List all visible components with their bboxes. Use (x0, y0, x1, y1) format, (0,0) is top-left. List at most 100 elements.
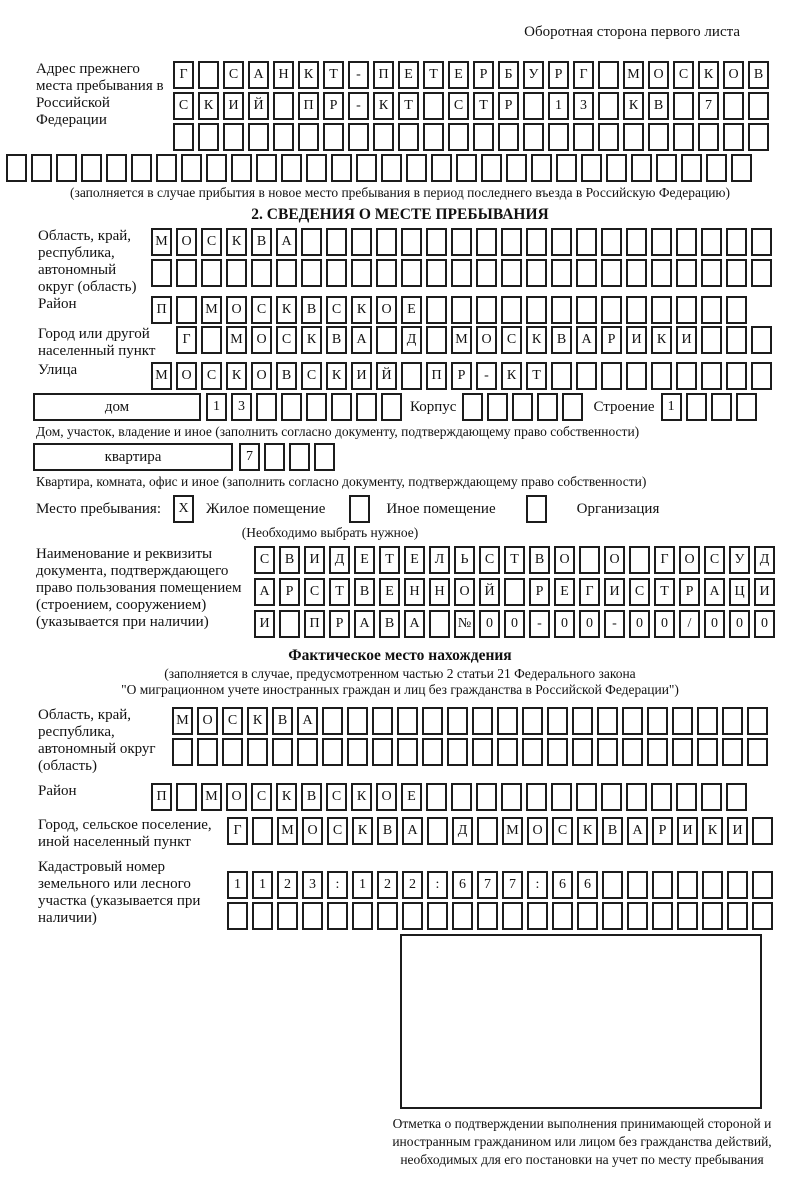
char-cell: В (551, 326, 572, 354)
document-block: Наименование и реквизиты документа, подт… (36, 546, 800, 638)
char-cell: Т (398, 92, 419, 120)
char-cell (623, 123, 644, 151)
char-cell (372, 738, 393, 766)
char-cell (537, 393, 559, 421)
char-cell (626, 259, 647, 287)
char-cell (523, 123, 544, 151)
char-cell: 7 (477, 871, 498, 899)
char-cell: Р (473, 61, 494, 89)
char-cell: К (651, 326, 672, 354)
char-cell: - (476, 362, 497, 390)
char-cell: К (698, 61, 719, 89)
char-cell: Е (448, 61, 469, 89)
char-cell: И (351, 362, 372, 390)
char-cell (673, 92, 694, 120)
char-cell (548, 123, 569, 151)
char-cell: Е (554, 578, 575, 606)
char-cell (456, 154, 477, 182)
char-cell: 1 (548, 92, 569, 120)
char-cell (547, 707, 568, 735)
char-cell: К (501, 362, 522, 390)
char-cell: А (576, 326, 597, 354)
char-cell (672, 707, 693, 735)
char-cell (676, 259, 697, 287)
char-box-row (227, 902, 773, 930)
char-cell: М (151, 362, 172, 390)
char-cell: К (373, 92, 394, 120)
char-cell: В (377, 817, 398, 845)
district-label: Район (38, 296, 77, 312)
char-cell: Г (573, 61, 594, 89)
char-cell: О (454, 578, 475, 606)
char-cell (376, 259, 397, 287)
char-cell (376, 228, 397, 256)
char-cell: Р (652, 817, 673, 845)
char-cell (462, 393, 484, 421)
char-cell (626, 783, 647, 811)
char-cell (501, 783, 522, 811)
char-cell: 0 (654, 610, 675, 638)
char-cell (402, 902, 423, 930)
char-cell: К (352, 817, 373, 845)
char-cell (502, 902, 523, 930)
char-cell (106, 154, 127, 182)
char-cell (397, 738, 418, 766)
char-cell: 0 (729, 610, 750, 638)
char-cell (56, 154, 77, 182)
char-cell (423, 123, 444, 151)
char-cell (451, 296, 472, 324)
char-cell (401, 259, 422, 287)
street-label: Улица (38, 362, 78, 378)
char-cell (222, 738, 243, 766)
char-cell (547, 738, 568, 766)
char-cell: 3 (573, 92, 594, 120)
char-cell (576, 228, 597, 256)
char-cell: К (247, 707, 268, 735)
char-cell: О (251, 326, 272, 354)
char-cell: В (529, 546, 550, 574)
char-cell (698, 123, 719, 151)
char-cell (326, 259, 347, 287)
char-cell (401, 362, 422, 390)
char-cell: М (451, 326, 472, 354)
char-cell (676, 362, 697, 390)
char-cell: И (304, 546, 325, 574)
checkbox-organization (525, 495, 547, 523)
char-cell: 1 (252, 871, 273, 899)
char-cell (626, 296, 647, 324)
char-cell (504, 578, 525, 606)
korpus-label: Корпус (410, 399, 457, 415)
char-cell (376, 326, 397, 354)
char-cell (426, 259, 447, 287)
char-cell: О (554, 546, 575, 574)
city-label: Город или другой населенный пункт (38, 326, 156, 359)
char-cell: А (297, 707, 318, 735)
char-cell (451, 259, 472, 287)
char-cell: А (704, 578, 725, 606)
char-cell (622, 707, 643, 735)
char-cell: - (604, 610, 625, 638)
char-cell (702, 871, 723, 899)
cadastral-block: Кадастровый номер земельного или лесного… (38, 859, 800, 930)
char-cell (452, 902, 473, 930)
char-cell (301, 228, 322, 256)
char-cell (447, 738, 468, 766)
char-cell (651, 259, 672, 287)
char-cell (426, 228, 447, 256)
char-cell (523, 92, 544, 120)
char-cell (723, 123, 744, 151)
char-cell (526, 228, 547, 256)
char-cell: Г (654, 546, 675, 574)
char-cell (248, 123, 269, 151)
char-cell: Р (323, 92, 344, 120)
char-cell (685, 393, 707, 421)
char-cell: К (276, 783, 297, 811)
stay-type-row: Место пребывания: X Жилое помещение Иное… (36, 495, 800, 523)
char-cell: Й (376, 362, 397, 390)
